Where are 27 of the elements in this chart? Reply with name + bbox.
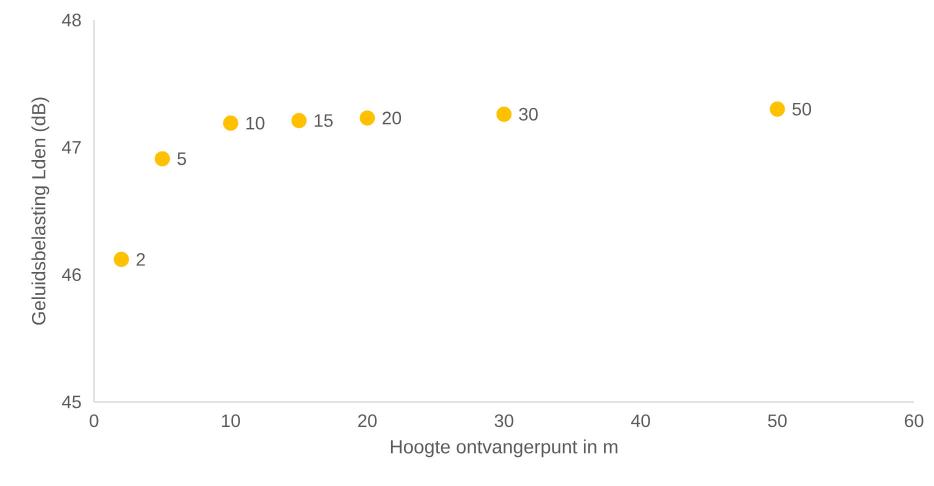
point	[154, 151, 170, 166]
x-tick-label: 50	[768, 414, 787, 428]
y-axis-title: Geluidsbelasting Lden (dB)	[31, 98, 50, 325]
x-tick-label: 20	[358, 414, 377, 428]
point	[360, 110, 375, 126]
point	[770, 102, 785, 117]
x-tick-label: 30	[494, 414, 514, 428]
annotation: 20	[382, 112, 402, 124]
annotation: 10	[246, 116, 264, 130]
point	[496, 106, 512, 122]
annotation: 15	[314, 114, 333, 127]
x-tick-label: 40	[631, 414, 650, 428]
annotation: 30	[519, 108, 538, 121]
y-tick-label: 45	[62, 396, 81, 408]
y-tick-label: 46	[62, 268, 81, 282]
annotation: 50	[792, 102, 812, 116]
annotation: 2	[136, 253, 145, 266]
y-tick-label: 47	[62, 141, 81, 154]
x-tick-label: 10	[222, 414, 240, 428]
x-tick-label: 60	[904, 414, 924, 428]
point	[291, 112, 307, 128]
point	[114, 252, 129, 267]
point	[223, 116, 238, 131]
annotation: 5	[177, 152, 186, 166]
x-axis-title: Hoogte ontvangerpunt in m	[390, 440, 618, 458]
x-tick-label: 0	[90, 414, 98, 428]
y-tick-label: 48	[62, 14, 81, 26]
